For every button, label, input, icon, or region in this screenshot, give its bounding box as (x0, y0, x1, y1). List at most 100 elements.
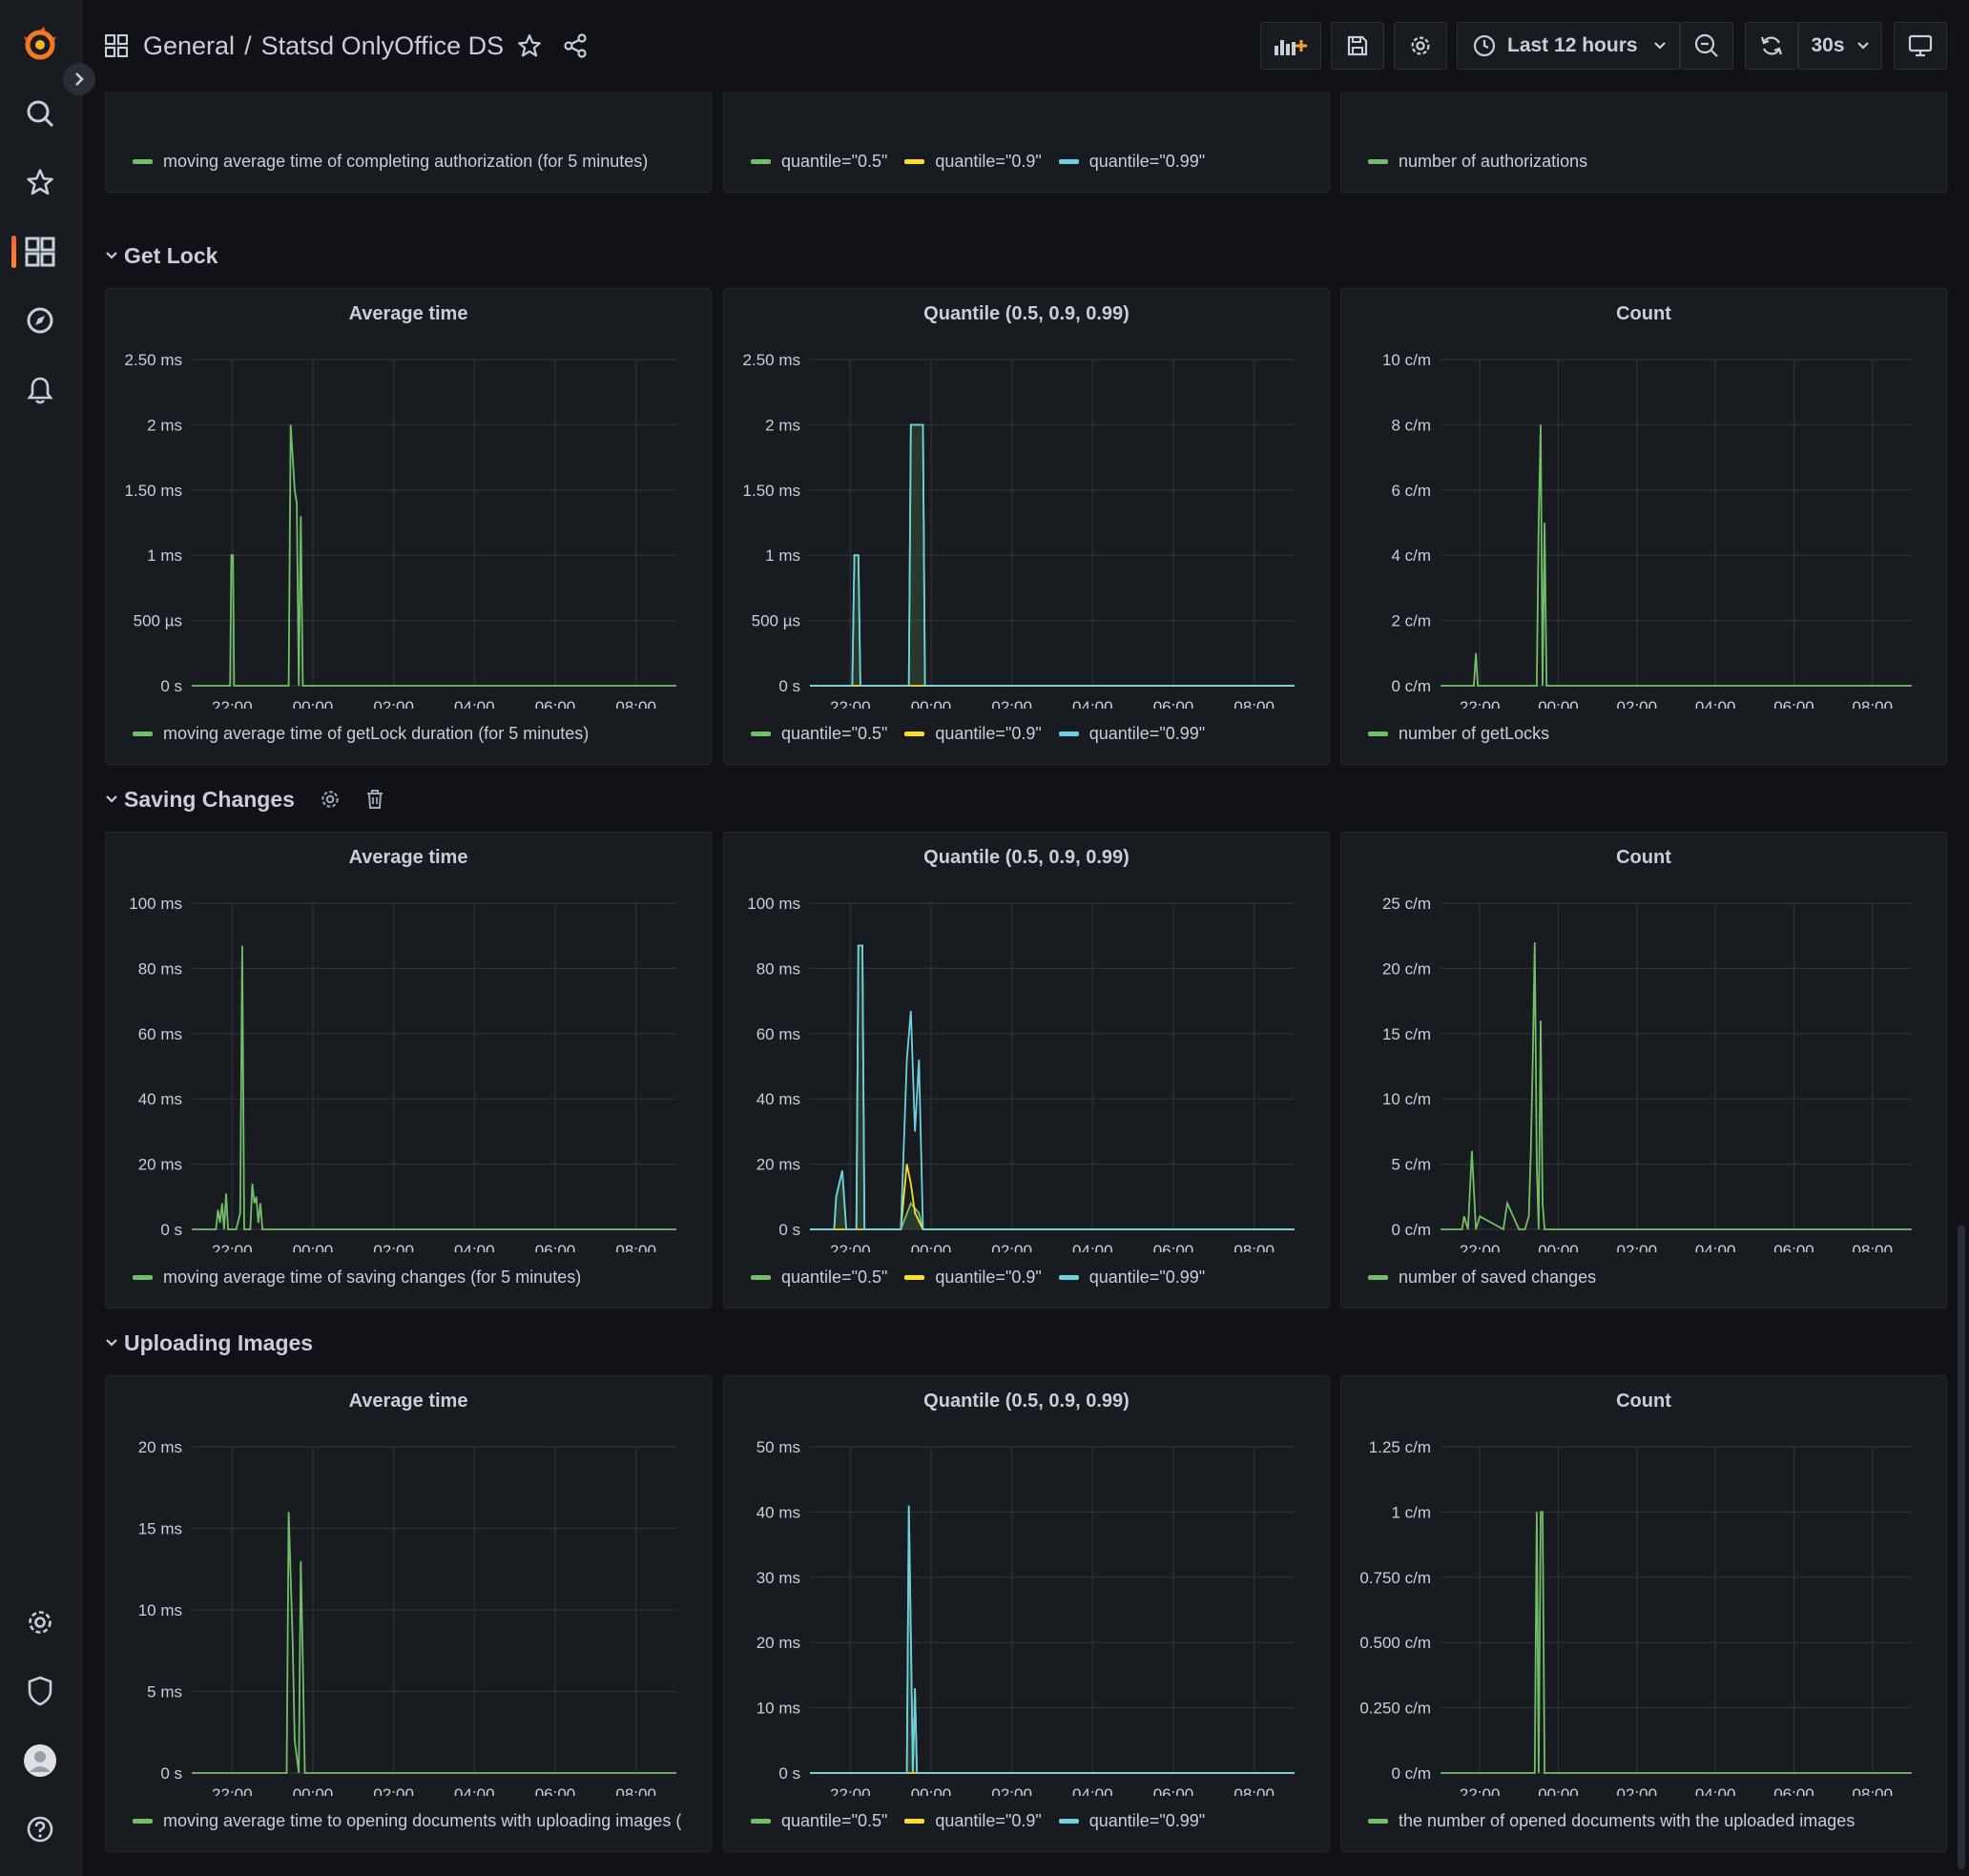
y-tick-label: 0 s (778, 1221, 800, 1239)
top-navbar: General / Statsd OnlyOffice DS Last 12 h… (82, 0, 1969, 92)
legend-item[interactable]: quantile="0.5" (751, 1811, 887, 1831)
panel-title[interactable]: Average time (348, 303, 468, 324)
panel[interactable]: Average time 0 s 20 ms 40 ms 60 ms 80 ms 100 m… (105, 832, 712, 1309)
y-tick-label: 20 ms (138, 1438, 182, 1456)
dashboard-content: Get Lock Saving Changes Uploading Images… (82, 92, 1969, 1876)
cycle-view-mode-button[interactable] (1894, 22, 1947, 70)
breadcrumb-folder[interactable]: General (143, 31, 236, 60)
user-avatar-icon[interactable] (22, 1742, 58, 1779)
legend-item[interactable]: number of saved changes (1368, 1268, 1596, 1288)
x-tick-label: 06:00 (1153, 1785, 1194, 1796)
alerting-bell-icon[interactable] (22, 372, 58, 408)
graph[interactable]: 0 c/m 0.250 c/m 0.500 c/m 0.750 c/m 1 c/m 1.2… (1341, 1376, 1948, 1796)
starred-icon[interactable] (22, 164, 58, 200)
graph[interactable]: 0 s 20 ms 40 ms 60 ms 80 ms 100 ms 22:00 00:00 0… (106, 833, 713, 1252)
x-tick-label: 02:00 (373, 698, 414, 709)
legend-item[interactable]: quantile="0.9" (904, 1811, 1042, 1831)
legend-item[interactable]: moving average time to opening documents… (133, 1811, 681, 1831)
add-panel-icon (1275, 40, 1307, 55)
star-icon[interactable] (517, 33, 542, 58)
trash-icon[interactable] (365, 789, 384, 810)
graph[interactable]: 0 s 10 ms 20 ms 30 ms 40 ms 50 ms 22:00 00:00 02… (724, 1376, 1331, 1796)
graph[interactable]: 0 c/m 2 c/m 4 c/m 6 c/m 8 c/m 10 c/m 22:00 00:0… (1341, 289, 1948, 709)
x-tick-label: 22:00 (1460, 1242, 1501, 1252)
panel[interactable]: Quantile (0.5, 0.9, 0.99) 0 s 20 ms 40 ms 60… (723, 832, 1330, 1309)
zoom-out-button[interactable] (1680, 22, 1733, 70)
save-dashboard-button[interactable] (1331, 22, 1384, 70)
legend-item[interactable]: moving average time of completing author… (133, 152, 648, 172)
row-settings-gear-icon[interactable] (320, 789, 341, 810)
panel-title[interactable]: Quantile (0.5, 0.9, 0.99) (923, 303, 1130, 324)
dashboards-icon[interactable] (22, 234, 58, 270)
row-header-saving-changes[interactable]: Saving Changes (105, 780, 384, 818)
legend-item[interactable]: quantile="0.9" (904, 724, 1042, 744)
legend-item[interactable]: number of authorizations (1368, 152, 1587, 172)
legend-item[interactable]: moving average time of getLock duration … (133, 724, 589, 744)
panel[interactable]: Quantile (0.5, 0.9, 0.99) 0 s 10 ms 20 ms 30… (723, 1375, 1330, 1852)
series-line (1440, 941, 1912, 1231)
x-tick-label: 00:00 (293, 1242, 334, 1252)
legend-item[interactable]: the number of opened documents with the … (1368, 1811, 1855, 1831)
x-tick-label: 08:00 (1853, 1242, 1894, 1252)
scrollbar[interactable] (1958, 1226, 1965, 1869)
panel-title[interactable]: Average time (348, 847, 468, 868)
legend-item[interactable]: number of getLocks (1368, 724, 1549, 744)
y-tick-label: 1.50 ms (743, 482, 800, 500)
x-tick-label: 04:00 (454, 698, 495, 709)
help-icon[interactable] (22, 1811, 58, 1847)
legend-item[interactable]: quantile="0.99" (1058, 1811, 1205, 1831)
legend-item[interactable]: quantile="0.9" (904, 152, 1042, 172)
share-icon[interactable] (563, 33, 588, 58)
graph[interactable]: 0 s 5 ms 10 ms 15 ms 20 ms 22:00 00:00 02:00 04:… (106, 1376, 713, 1796)
refresh-button[interactable] (1745, 22, 1798, 70)
panel-title[interactable]: Count (1616, 847, 1671, 868)
panel[interactable]: Count 0 c/m 5 c/m 10 c/m 15 c/m 20 c/m 25 c/m 2… (1340, 832, 1947, 1309)
expand-menu-button[interactable] (63, 63, 95, 95)
legend-item[interactable]: moving average time of saving changes (f… (133, 1268, 581, 1288)
panel-title[interactable]: Quantile (0.5, 0.9, 0.99) (923, 1391, 1130, 1412)
legend-item[interactable]: quantile="0.5" (751, 1268, 887, 1288)
time-range-picker[interactable]: Last 12 hours (1457, 22, 1680, 70)
server-admin-shield-icon[interactable] (22, 1673, 58, 1709)
legend-item[interactable]: quantile="0.5" (751, 724, 887, 744)
legend-item[interactable]: quantile="0.99" (1058, 724, 1205, 744)
y-tick-label: 0 s (160, 677, 182, 695)
dashboard-settings-button[interactable] (1394, 22, 1447, 70)
legend-swatch (904, 1275, 925, 1280)
panel-title[interactable]: Count (1616, 1391, 1671, 1412)
add-panel-button[interactable] (1260, 22, 1321, 70)
row-header-uploading-images[interactable]: Uploading Images (105, 1324, 313, 1362)
legend-item[interactable]: quantile="0.9" (904, 1268, 1042, 1288)
dashboard-title[interactable]: Statsd OnlyOffice DS (260, 31, 505, 60)
legend-label: moving average time of getLock duration … (163, 724, 590, 743)
graph[interactable]: 0 c/m 5 c/m 10 c/m 15 c/m 20 c/m 25 c/m 22:00 0… (1341, 833, 1948, 1252)
explore-icon[interactable] (22, 302, 58, 339)
grafana-logo-icon[interactable] (22, 27, 58, 63)
legend-item[interactable]: quantile="0.99" (1058, 1268, 1205, 1288)
legend-item[interactable]: quantile="0.99" (1058, 152, 1205, 172)
dashboard-grid-icon (105, 34, 128, 57)
graph[interactable]: 0 s 500 µs 1 ms 1.50 ms 2 ms 2.50 ms 22:00 00:0… (106, 289, 713, 709)
panel-title[interactable]: Average time (348, 1391, 468, 1412)
panel[interactable]: Count 0 c/m 2 c/m 4 c/m 6 c/m 8 c/m 10 c/m 22:0… (1340, 288, 1947, 765)
panel-title[interactable]: Count (1616, 303, 1671, 324)
legend-item[interactable]: quantile="0.5" (751, 152, 887, 172)
configuration-gear-icon[interactable] (22, 1604, 58, 1640)
panel[interactable]: Count 0 c/m 0.250 c/m 0.500 c/m 0.750 c/m 1 c… (1340, 1375, 1947, 1852)
panel-title[interactable]: Quantile (0.5, 0.9, 0.99) (923, 847, 1130, 868)
y-tick-label: 40 ms (757, 1503, 800, 1521)
graph[interactable]: 0 s 500 µs 1 ms 1.50 ms 2 ms 2.50 ms 22:00 00:0… (724, 289, 1331, 709)
panel[interactable]: Quantile (0.5, 0.9, 0.99) 0 s 500 µs 1 ms 1.… (723, 288, 1330, 765)
graph[interactable]: 0 s 20 ms 40 ms 60 ms 80 ms 100 ms 22:00 00:00 0… (724, 833, 1331, 1252)
panel[interactable]: Average time 0 s 500 µs 1 ms 1.50 ms 2 ms 2.50… (105, 288, 712, 765)
refresh-interval-picker[interactable]: 30s (1798, 22, 1882, 70)
row-header-get-lock[interactable]: Get Lock (105, 237, 218, 275)
search-icon[interactable] (22, 95, 58, 132)
